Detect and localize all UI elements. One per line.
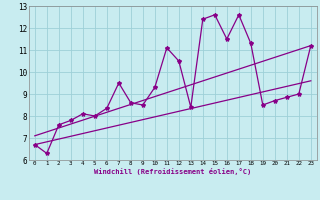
X-axis label: Windchill (Refroidissement éolien,°C): Windchill (Refroidissement éolien,°C) [94,168,252,175]
